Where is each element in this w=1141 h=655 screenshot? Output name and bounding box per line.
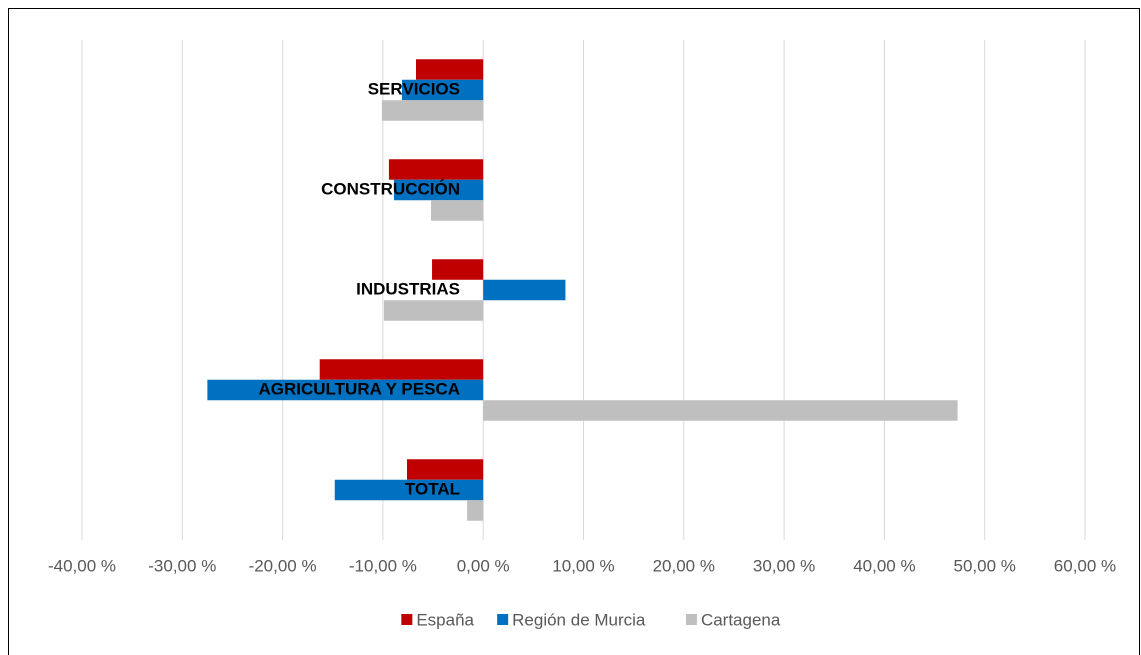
bar [483, 400, 958, 421]
category-label: CONSTRUCCIÓN [321, 179, 460, 198]
category-label: INDUSTRIAS [356, 279, 460, 298]
bar [381, 100, 484, 121]
x-tick-label: -40,00 % [48, 556, 116, 575]
bar [207, 379, 484, 401]
legend-swatch [497, 614, 509, 625]
category-label: SERVICIOS [368, 79, 460, 98]
x-tick-label: -20,00 % [249, 556, 317, 575]
bar [483, 279, 566, 301]
chart-frame [8, 8, 1140, 655]
x-tick-label: 60,00 % [1054, 556, 1116, 575]
bar [388, 159, 484, 180]
x-tick-label: 10,00 % [552, 556, 614, 575]
bar [319, 359, 484, 380]
x-tick-label: -30,00 % [148, 556, 216, 575]
bar [393, 179, 484, 201]
x-tick-label: 0,00 % [457, 556, 510, 575]
bar [383, 300, 484, 321]
bar [432, 259, 484, 280]
bar [334, 479, 484, 501]
legend-label: España [416, 610, 474, 629]
bar [415, 59, 484, 80]
category-label: AGRICULTURA Y PESCA [258, 379, 460, 398]
legend-label: Región de Murcia [512, 610, 646, 629]
category-label: TOTAL [405, 479, 460, 498]
bar [431, 200, 484, 221]
x-tick-label: 30,00 % [753, 556, 815, 575]
legend-swatch [685, 614, 697, 625]
bar [406, 459, 484, 480]
x-tick-label: 40,00 % [853, 556, 915, 575]
bar [401, 79, 484, 101]
legend-label: Cartagena [701, 610, 781, 629]
legend-swatch [401, 614, 413, 625]
x-tick-label: 20,00 % [653, 556, 715, 575]
x-tick-label: 50,00 % [954, 556, 1016, 575]
x-tick-label: -10,00 % [349, 556, 417, 575]
bar [467, 500, 484, 521]
